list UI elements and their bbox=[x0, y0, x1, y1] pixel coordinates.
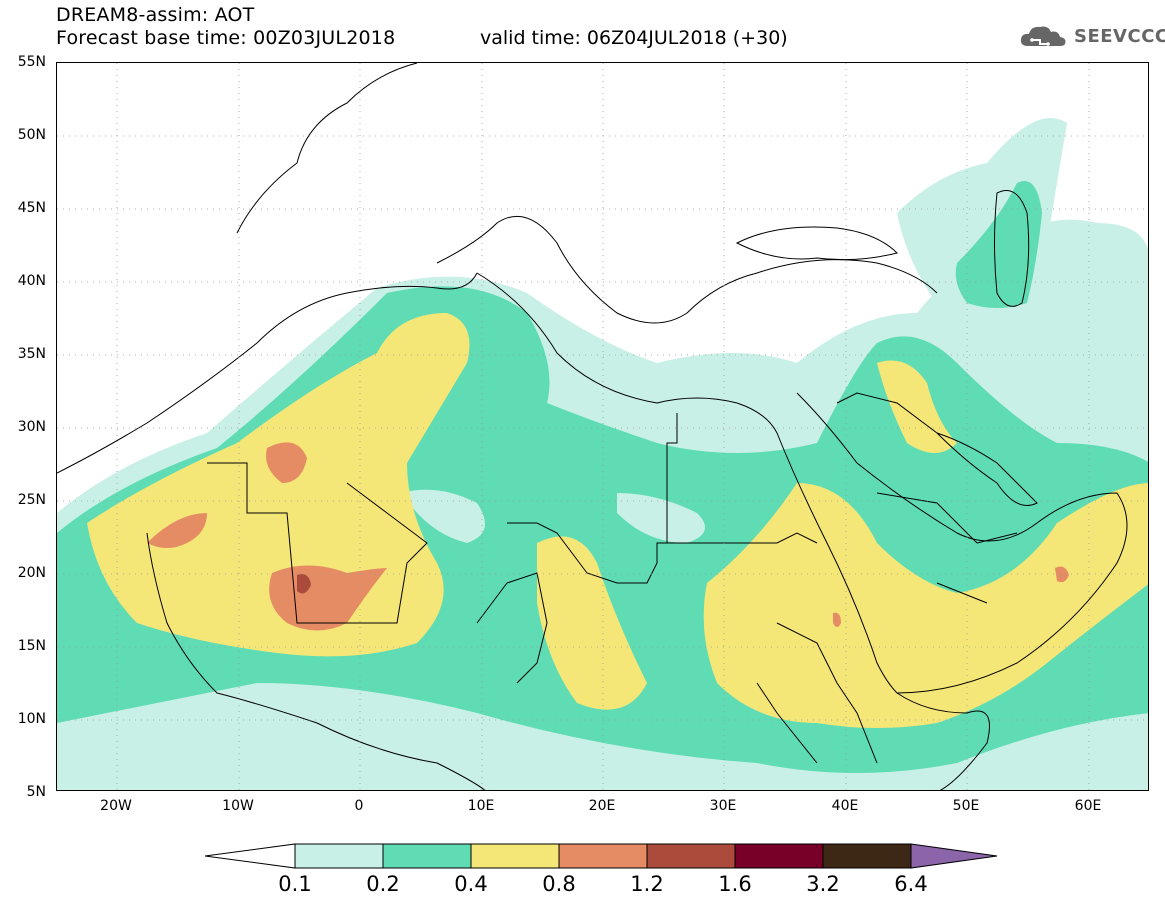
border-sahara-3 bbox=[476, 572, 548, 684]
colorbar-box bbox=[646, 843, 736, 869]
coastline-black-sea bbox=[735, 226, 898, 261]
lon-label: 10E bbox=[467, 798, 495, 814]
colorbar-label: 1.2 bbox=[630, 872, 664, 896]
coastline-mediterranean bbox=[476, 272, 778, 434]
lon-label: 10W bbox=[222, 798, 254, 814]
coastline-arabia bbox=[796, 392, 1128, 694]
coastline-persian-gulf bbox=[936, 432, 1038, 506]
colorbar-box bbox=[558, 843, 648, 869]
contour-0.4-east bbox=[703, 483, 1148, 728]
lon-label: 0 bbox=[354, 798, 364, 814]
lat-label: 30N bbox=[17, 419, 46, 435]
colorbar-label: 0.4 bbox=[454, 872, 488, 896]
colorbar-box bbox=[822, 843, 912, 869]
lon-label: 40E bbox=[831, 798, 859, 814]
colorbar-box bbox=[470, 843, 560, 869]
contour-0.4-central bbox=[537, 536, 647, 710]
contour-0.8-b bbox=[147, 513, 207, 548]
lat-label: 50N bbox=[17, 127, 46, 143]
colorbar-label: 0.8 bbox=[542, 872, 576, 896]
lat-label: 40N bbox=[17, 273, 46, 289]
coastline-red-sea bbox=[776, 432, 898, 694]
lat-label: 25N bbox=[17, 492, 46, 508]
contour-low-pocket-2 bbox=[617, 493, 705, 543]
coastline-europe bbox=[236, 63, 938, 324]
lat-label: 45N bbox=[17, 200, 46, 216]
coastline-horn bbox=[896, 692, 990, 790]
logo-text: SEEVCCC bbox=[1074, 25, 1165, 47]
colorbar-label: 6.4 bbox=[894, 872, 928, 896]
cloud-icon bbox=[1020, 26, 1066, 46]
lat-label: 15N bbox=[17, 638, 46, 654]
contour-0.8-d bbox=[1055, 566, 1069, 583]
lat-label: 20N bbox=[17, 565, 46, 581]
lon-label: 20W bbox=[100, 798, 132, 814]
colorbar-label: 3.2 bbox=[806, 872, 840, 896]
colorbar-box bbox=[294, 843, 384, 869]
lat-label: 5N bbox=[26, 784, 46, 800]
border-sahara-2 bbox=[507, 413, 678, 584]
map-area bbox=[56, 62, 1149, 791]
coastline-africa-west-south bbox=[146, 532, 486, 790]
lon-label: 30E bbox=[709, 798, 737, 814]
map-title: DREAM8-assim: AOT bbox=[56, 4, 255, 26]
border-arabia bbox=[836, 392, 1018, 604]
colorbar-box bbox=[734, 843, 824, 869]
lat-label: 10N bbox=[17, 711, 46, 727]
valid-time: valid time: 06Z04JUL2018 (+30) bbox=[480, 27, 788, 49]
border-sahara-1 bbox=[207, 462, 428, 624]
colorbar-over-arrow bbox=[910, 843, 998, 869]
lon-label: 50E bbox=[952, 798, 980, 814]
border-east-africa bbox=[756, 622, 878, 764]
colorbar-box bbox=[382, 843, 472, 869]
contour-0.8-e bbox=[833, 612, 841, 627]
contour-low-pocket bbox=[402, 489, 485, 543]
forecast-base-time: Forecast base time: 00Z03JUL2018 bbox=[56, 27, 396, 49]
colorbar-under-arrow bbox=[205, 843, 296, 869]
coastline-africa-west bbox=[57, 272, 478, 474]
contour-1.2 bbox=[297, 574, 311, 594]
colorbar bbox=[205, 843, 998, 869]
contour-0.2-caspian bbox=[955, 181, 1042, 308]
seevccc-logo: SEEVCCC bbox=[1018, 22, 1165, 50]
coastline-caspian bbox=[994, 190, 1030, 307]
aot-field bbox=[57, 63, 1148, 790]
contour-0.8-a bbox=[266, 442, 307, 483]
lon-label: 60E bbox=[1074, 798, 1102, 814]
lat-label: 55N bbox=[17, 54, 46, 70]
colorbar-label: 1.6 bbox=[718, 872, 752, 896]
colorbar-label: 0.2 bbox=[366, 872, 400, 896]
border-sudan bbox=[657, 532, 818, 544]
colorbar-label: 0.1 bbox=[278, 872, 312, 896]
lon-label: 20E bbox=[588, 798, 616, 814]
lat-label: 35N bbox=[17, 346, 46, 362]
contour-0.4-arabia-north bbox=[877, 360, 957, 453]
